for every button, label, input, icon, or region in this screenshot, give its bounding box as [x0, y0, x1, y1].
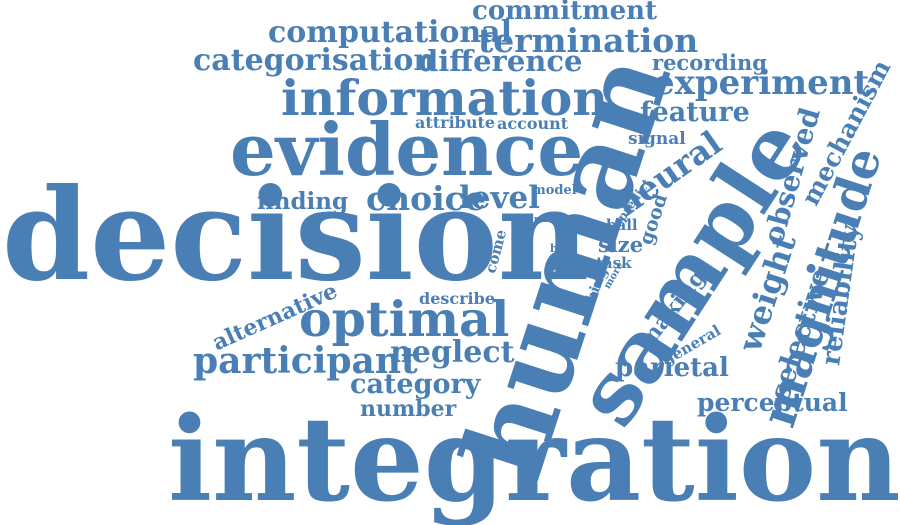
word-categorisation: categorisation [193, 43, 436, 78]
word-number: number [360, 396, 457, 422]
word-choice: choice [366, 179, 486, 218]
word-evidence: evidence [230, 107, 584, 192]
word-feature: feature [640, 97, 750, 128]
word-pink: pink [534, 215, 557, 225]
word-commitment: commitment [472, 0, 658, 26]
word-difference: difference [418, 44, 583, 78]
word-perceptual: perceptual [697, 388, 848, 417]
word-signal: signal [628, 129, 686, 149]
word-participant: participant [193, 340, 418, 382]
word-ball: ball [606, 216, 638, 234]
word-decision: decision [2, 161, 590, 309]
word-parietal: parietal [615, 353, 729, 383]
word-termination: termination [478, 21, 699, 60]
word-recording: recording [652, 50, 767, 75]
word-task: task [596, 254, 632, 272]
word-integration: integration [168, 392, 900, 525]
word-level: level [459, 180, 541, 216]
word-blue: blue [550, 242, 577, 255]
word-category: category [350, 369, 481, 400]
word-finding: finding [257, 188, 349, 215]
word-account: account [497, 114, 569, 133]
word-model: model [532, 183, 577, 198]
word-attribute: attribute [415, 113, 496, 132]
word-neglect: neglect [390, 335, 515, 370]
word-computational: computational [268, 15, 513, 50]
word-optimal: optimal [299, 290, 510, 348]
word-experiment: experiment [653, 63, 870, 103]
word-size: size [598, 232, 644, 257]
word-information: information [281, 69, 608, 127]
word-describe: describe [419, 289, 495, 308]
